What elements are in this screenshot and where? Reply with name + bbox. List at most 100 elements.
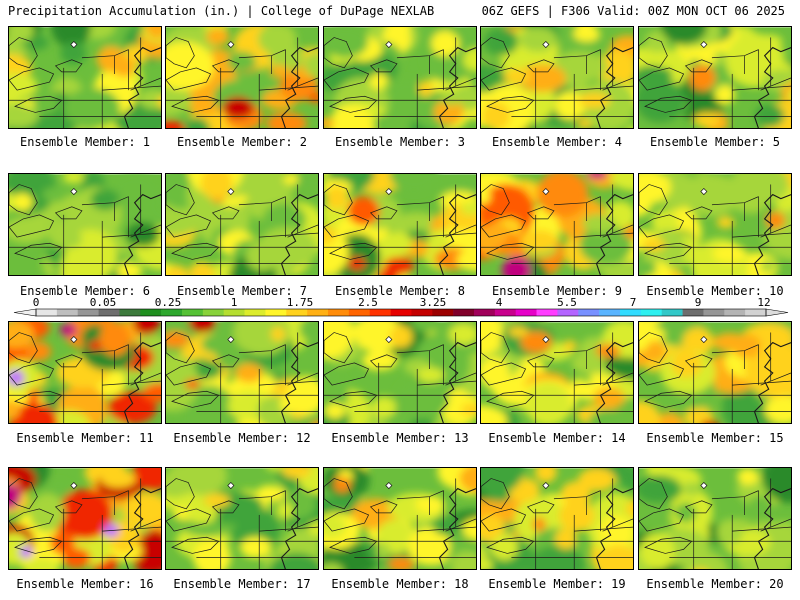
precip-cell [579, 225, 633, 265]
lake-outline [9, 508, 55, 532]
precip-cell [456, 248, 476, 272]
colorbar-arrow-right [765, 308, 789, 317]
precip-cell [312, 420, 318, 423]
precip-cell [714, 85, 735, 105]
precip-cell [460, 201, 476, 216]
ensemble-member-label: Ensemble Member: 18 [331, 577, 469, 591]
precip-cell [693, 112, 721, 127]
precip-cell [535, 468, 557, 483]
precip-cell [113, 58, 136, 77]
state-border [102, 85, 161, 91]
precip-cell [203, 493, 230, 508]
precip-field [639, 174, 791, 275]
colorbar-segment [599, 309, 621, 316]
coastline [280, 487, 318, 569]
precip-cell [760, 259, 776, 273]
precip-cell [270, 65, 290, 78]
precip-cell [245, 241, 279, 272]
lake-outline [324, 332, 353, 364]
precip-cell [387, 78, 427, 122]
precip-cell [532, 517, 546, 532]
precip-cell [732, 333, 762, 359]
precip-cell [482, 101, 511, 128]
coastline [123, 341, 161, 423]
lake-outline [481, 184, 510, 216]
lake-outline [9, 184, 38, 216]
precip-cell [166, 82, 193, 117]
precip-cell [618, 335, 633, 359]
precip-cell [304, 52, 318, 78]
precip-cell [520, 331, 552, 353]
precip-field [481, 27, 633, 128]
lake-outline [166, 214, 212, 238]
precip-cell [24, 558, 60, 569]
lake-outline [639, 362, 685, 386]
precip-cell [448, 323, 476, 345]
ensemble-member-map [638, 467, 792, 570]
precip-field [166, 27, 318, 128]
precip-cell [302, 174, 318, 193]
precip-cell [418, 80, 434, 97]
colorbar-segment [453, 309, 475, 316]
colorbar-outline [35, 308, 767, 317]
precip-cell [451, 550, 476, 569]
colorbar-tick-label: 5.5 [557, 296, 577, 309]
precip-cell [671, 350, 703, 378]
lake-outline [684, 354, 713, 368]
colorbar-segment [265, 309, 287, 316]
map-boundaries [324, 184, 476, 275]
precip-cell [166, 353, 200, 412]
lake-outline [9, 332, 38, 364]
colorbar-segment [745, 309, 767, 316]
precip-cell [299, 322, 318, 345]
state-border [417, 85, 476, 91]
lake-outline [166, 37, 195, 69]
precip-cell [283, 174, 299, 185]
ensemble-member-map [8, 321, 162, 424]
precip-cell [502, 256, 532, 275]
station-marker [70, 188, 78, 196]
lake-outline [369, 354, 398, 368]
station-marker [70, 41, 78, 49]
precip-cell [25, 341, 52, 361]
lake-outline [639, 184, 668, 216]
state-border [574, 232, 633, 238]
ensemble-member-label: Ensemble Member: 14 [488, 431, 626, 445]
precip-cell [639, 258, 657, 275]
ensemble-member-map [480, 173, 634, 276]
lake-outline [9, 478, 38, 510]
colorbar-segment [161, 309, 183, 316]
precip-cell [227, 51, 257, 72]
precip-cell [324, 562, 344, 569]
colorbar-segment [432, 309, 454, 316]
station-marker [542, 41, 550, 49]
precip-cell [578, 27, 593, 31]
ensemble-member-label: Ensemble Member: 16 [16, 577, 154, 591]
colorbar-segment [536, 309, 558, 316]
ensemble-member-label: Ensemble Member: 3 [334, 135, 466, 149]
precip-cell [702, 420, 719, 423]
precip-cell [481, 468, 525, 495]
precip-cell [431, 30, 460, 57]
precip-cell [628, 126, 633, 128]
precip-cell [780, 82, 791, 104]
precip-cell [623, 225, 633, 239]
colorbar-tick-label: 9 [695, 296, 702, 309]
precip-cell [51, 27, 91, 48]
precip-cell [167, 468, 212, 488]
ensemble-member-map [323, 173, 477, 276]
lake-outline [639, 332, 668, 364]
colorbar-tick-label: 0 [33, 296, 40, 309]
state-border [732, 85, 791, 91]
map-boundaries [9, 478, 161, 569]
precip-cell [235, 363, 263, 383]
precip-cell [645, 340, 666, 361]
precip-cell [267, 468, 284, 471]
precip-cell [481, 405, 508, 423]
precip-cell [559, 500, 595, 532]
colorbar-tick-label: 1.75 [287, 296, 314, 309]
colorbar-segment [494, 309, 517, 316]
ensemble-member-map [480, 26, 634, 129]
precip-cell [754, 103, 785, 128]
station-marker [700, 482, 708, 490]
